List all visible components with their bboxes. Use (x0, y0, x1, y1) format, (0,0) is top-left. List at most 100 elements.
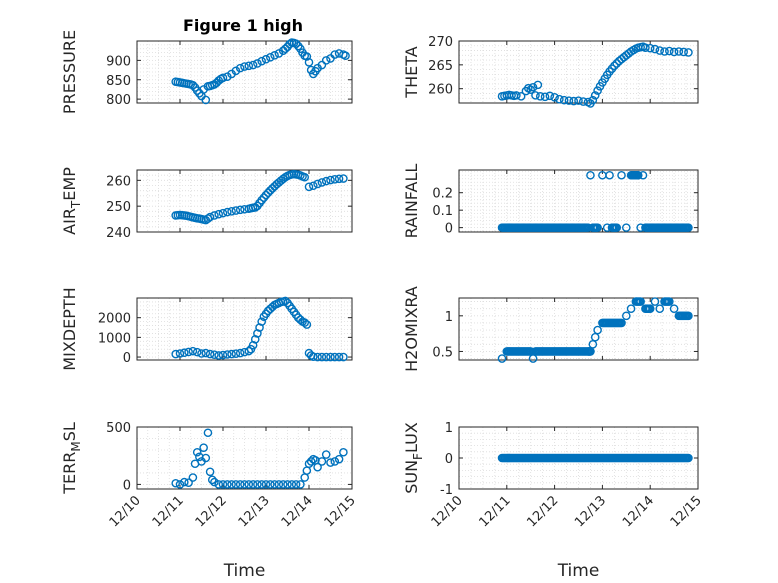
data-point (291, 39, 301, 49)
data-point (259, 193, 269, 202)
data-point (308, 352, 318, 361)
data-point (669, 47, 679, 57)
y-tick-label: 0 (445, 452, 453, 467)
y-tick-label: 1000 (98, 331, 131, 346)
data-point (285, 39, 294, 49)
data-series (497, 453, 693, 463)
y-tick-label: 1 (445, 421, 453, 436)
data-point (278, 480, 288, 489)
data-point (592, 223, 601, 232)
data-point (210, 350, 219, 359)
data-point (313, 352, 322, 362)
data-point (291, 480, 301, 489)
x-tick-label: 12/15 (322, 493, 359, 530)
data-point (330, 50, 340, 59)
y-tick-label: 0.5 (432, 345, 453, 360)
data-point (207, 475, 217, 485)
x-axis-label: Time (223, 561, 266, 581)
data-point (184, 478, 193, 487)
data-point (304, 58, 314, 67)
data-point (622, 223, 631, 232)
data-point (222, 72, 232, 81)
data-point (244, 346, 254, 356)
data-point (605, 170, 614, 180)
data-series (497, 297, 693, 363)
data-point (684, 48, 693, 57)
data-point (569, 96, 579, 106)
panel-terr_msl: 0 500 12/10 12/11 12/12 12/13 12/14 12/15 TERRMS… (60, 421, 359, 581)
data-point (574, 96, 583, 105)
data-point (317, 60, 327, 70)
data-point (222, 350, 232, 359)
data-series (171, 38, 350, 105)
data-point (188, 346, 198, 356)
data-point (179, 477, 189, 487)
data-point (682, 453, 692, 463)
y-tick-label: 265 (428, 59, 453, 74)
data-point (203, 428, 213, 438)
data-point (321, 450, 331, 459)
data-point (317, 178, 327, 187)
y-tick-label: 270 (428, 35, 453, 50)
x-tick-label: 12/12 (193, 493, 230, 530)
data-point (339, 174, 348, 183)
data-point (244, 61, 254, 71)
data-point (669, 304, 679, 313)
data-point (283, 480, 292, 489)
data-point (240, 480, 249, 489)
y-axis-label: RAINFALL (402, 164, 421, 239)
data-point (334, 352, 344, 362)
data-point (535, 92, 545, 101)
data-series (497, 170, 693, 232)
data-point (296, 480, 305, 489)
data-point (199, 443, 208, 452)
data-point (281, 44, 290, 54)
data-point (678, 311, 687, 321)
data-point (645, 43, 655, 53)
y-tick-label: 0 (123, 478, 131, 493)
x-tick-label: 12/13 (236, 493, 273, 530)
data-point (300, 318, 310, 327)
data-point (655, 304, 665, 313)
data-point (205, 349, 215, 359)
data-point (302, 320, 312, 329)
data-point (222, 480, 232, 489)
data-point (261, 480, 271, 489)
data-point (593, 325, 602, 335)
data-point (588, 95, 598, 105)
data-point (339, 447, 348, 457)
data-point (330, 352, 340, 362)
panel-pressure: 800 850 900 PRESSURE (60, 30, 353, 114)
y-tick-label: 0.2 (432, 187, 453, 202)
data-point (497, 354, 507, 363)
x-tick-label: 12/14 (279, 493, 316, 530)
data-point (188, 473, 198, 482)
y-axis-label: AIRTEMP (60, 167, 83, 235)
panel-mixdepth: 0 1000 2000 MIXDEPTH (60, 287, 353, 371)
data-point (218, 208, 228, 218)
data-point (679, 47, 688, 57)
panel-rainfall: 0 0.1 0.2 RAINFALL (402, 164, 699, 239)
data-point (334, 454, 344, 464)
x-tick-label: 12/10 (429, 493, 466, 530)
data-point (528, 82, 538, 92)
y-tick-label: 850 (106, 74, 131, 89)
data-point (184, 347, 193, 357)
data-point (253, 480, 262, 489)
axes-frame (458, 169, 699, 233)
data-point (545, 91, 555, 101)
data-point (218, 350, 228, 360)
data-point (248, 60, 258, 70)
data-point (341, 51, 350, 61)
data-point (274, 480, 284, 489)
data-point (550, 92, 559, 102)
data-series (171, 169, 348, 225)
data-point (577, 223, 587, 232)
axes-frame (458, 297, 699, 361)
data-point (339, 352, 348, 362)
axes-frame (136, 169, 353, 233)
data-point (626, 304, 636, 313)
data-point (281, 296, 290, 306)
y-tick-label: 0.1 (432, 204, 453, 219)
data-point (585, 347, 595, 356)
